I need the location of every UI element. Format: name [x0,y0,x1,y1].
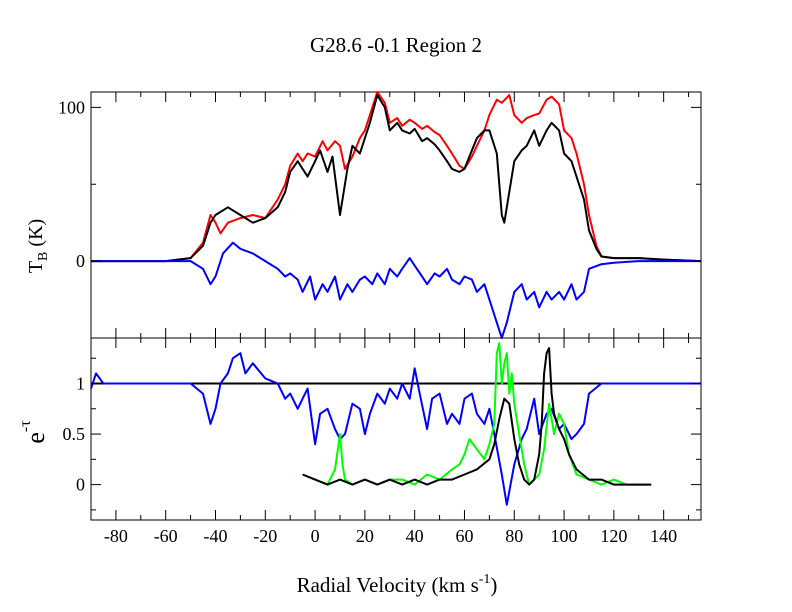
x-tick-label: -20 [253,526,277,546]
top-panel-series [91,91,702,339]
x-tick-label: 20 [356,526,374,546]
top-ytick-label: 100 [58,97,85,117]
top-series-blue [91,241,701,339]
bottom-ytick-label: 1 [76,374,85,394]
svg-text:TB (K): TB (K) [25,219,51,273]
x-tick-label: 40 [406,526,424,546]
x-tick-label: -80 [104,526,128,546]
bottom-panel-frame [90,337,702,521]
bottom-panel-series [90,342,701,506]
top-panel: 0 100 TB (K) [25,91,702,339]
bottom-ylabel-main: e [21,432,50,444]
x-label-main: Radial Velocity (km s [297,573,479,597]
bottom-ylabel-superscript: -τ [17,420,34,432]
x-axis-ticks: -80 -60 -40 -20 0 20 40 60 80 100 120 140 [104,526,677,546]
x-label-close: ) [490,573,497,597]
top-series-red [91,91,702,263]
top-series-black [91,94,702,263]
top-panel-ticks: 0 100 [58,92,701,339]
bottom-ytick-label: 0 [76,475,85,495]
x-axis-label: Radial Velocity (km s-1) [297,572,498,597]
top-ytick-label: 0 [76,251,85,271]
chart-title: G28.6 -0.1 Region 2 [310,33,482,57]
x-tick-label: 80 [505,526,523,546]
bottom-panel: 00.51 e-τ [17,337,702,521]
x-tick-label: -60 [154,526,178,546]
x-label-superscript: -1 [479,572,491,587]
bottom-panel-ticks: 00.51 [63,338,701,520]
top-ylabel-unit: (K) [25,219,47,252]
x-tick-label: 120 [600,526,627,546]
top-panel-frame [90,91,702,339]
top-ylabel-subscript: B [36,252,51,261]
x-tick-label: 140 [650,526,677,546]
bottom-ytick-label: 0.5 [63,424,86,444]
x-tick-label: 100 [551,526,578,546]
bottom-panel-ylabel: e-τ [17,420,50,444]
svg-text:e-τ: e-τ [17,420,50,444]
bottom-series-blue [90,352,701,506]
bottom-series-black [302,347,652,486]
top-ylabel-main: T [25,261,47,273]
top-panel-ylabel: TB (K) [25,219,51,273]
x-tick-label: 0 [311,526,320,546]
x-tick-label: -40 [203,526,227,546]
x-tick-label: 60 [455,526,473,546]
